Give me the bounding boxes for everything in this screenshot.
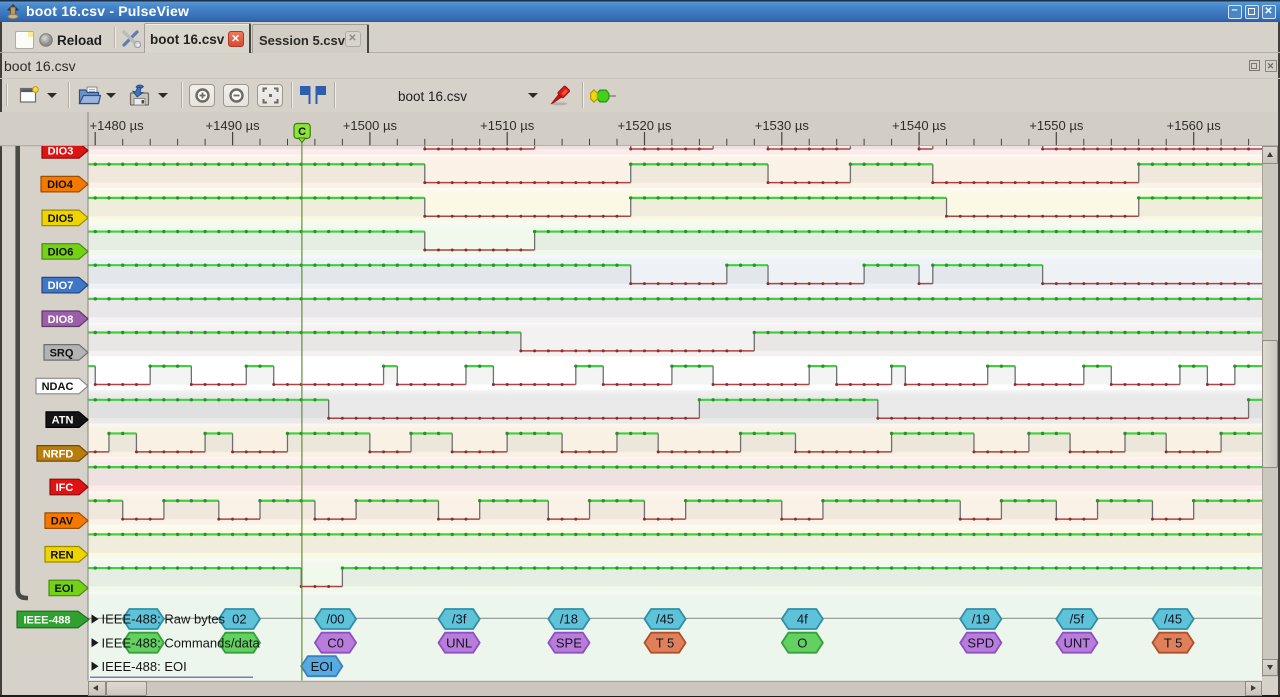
svg-text:/45: /45	[656, 612, 674, 627]
svg-text:/5f: /5f	[1070, 612, 1085, 627]
svg-text:NRFD: NRFD	[43, 448, 74, 460]
svg-text:+1520 µs: +1520 µs	[617, 118, 672, 133]
svg-text:4f: 4f	[797, 612, 808, 627]
svg-text:DIO4: DIO4	[47, 179, 74, 191]
svg-text:UNL: UNL	[446, 635, 472, 650]
svg-text:ATN: ATN	[52, 415, 74, 427]
svg-text:T 5: T 5	[656, 635, 675, 650]
svg-text:02: 02	[232, 612, 246, 627]
svg-text:+1560 µs: +1560 µs	[1167, 118, 1222, 133]
svg-text:SRQ: SRQ	[50, 347, 74, 359]
svg-text:UNT: UNT	[1064, 635, 1091, 650]
svg-text:IEEE-488: Commands/data: IEEE-488: Commands/data	[102, 635, 261, 650]
svg-text:/18: /18	[560, 612, 578, 627]
svg-text:T 5: T 5	[1164, 635, 1183, 650]
svg-text:/3f: /3f	[452, 612, 467, 627]
svg-text:IEEE-488: EOI: IEEE-488: EOI	[102, 659, 187, 674]
svg-text:NDAC: NDAC	[42, 381, 74, 393]
svg-text:IEEE-488: IEEE-488	[23, 615, 70, 627]
svg-text:REN: REN	[50, 549, 73, 561]
svg-text:O: O	[797, 635, 807, 650]
svg-text:IEEE-488: Raw bytes: IEEE-488: Raw bytes	[102, 612, 226, 627]
svg-text:/00: /00	[326, 612, 344, 627]
svg-text:DIO3: DIO3	[48, 146, 74, 158]
svg-text:/19: /19	[972, 612, 990, 627]
svg-text:SPE: SPE	[556, 635, 582, 650]
svg-text:C0: C0	[327, 635, 344, 650]
svg-text:/45: /45	[1164, 612, 1182, 627]
svg-text:+1510 µs: +1510 µs	[480, 118, 535, 133]
svg-text:+1550 µs: +1550 µs	[1029, 118, 1084, 133]
svg-text:+1500 µs: +1500 µs	[343, 118, 398, 133]
svg-text:+1540 µs: +1540 µs	[892, 118, 947, 133]
svg-text:DIO5: DIO5	[48, 213, 74, 225]
svg-text:IFC: IFC	[56, 482, 74, 494]
svg-text:+1480 µs: +1480 µs	[90, 118, 145, 133]
svg-text:DIO7: DIO7	[48, 280, 74, 292]
svg-text:DIO8: DIO8	[48, 314, 74, 326]
svg-text:C: C	[298, 126, 306, 138]
svg-text:+1530 µs: +1530 µs	[755, 118, 810, 133]
svg-text:DIO6: DIO6	[48, 246, 74, 258]
svg-text:DAV: DAV	[51, 516, 74, 528]
svg-text:SPD: SPD	[967, 635, 994, 650]
svg-text:EOI: EOI	[311, 659, 333, 674]
svg-text:EOI: EOI	[55, 583, 74, 595]
svg-text:+1490 µs: +1490 µs	[206, 118, 261, 133]
